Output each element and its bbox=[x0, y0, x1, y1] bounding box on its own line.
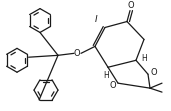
Text: O: O bbox=[74, 49, 80, 58]
Text: I: I bbox=[95, 15, 97, 24]
Text: O: O bbox=[128, 1, 135, 10]
Text: O: O bbox=[151, 68, 157, 77]
Text: O: O bbox=[110, 81, 116, 90]
Text: H: H bbox=[103, 71, 109, 80]
Text: H: H bbox=[141, 54, 147, 63]
